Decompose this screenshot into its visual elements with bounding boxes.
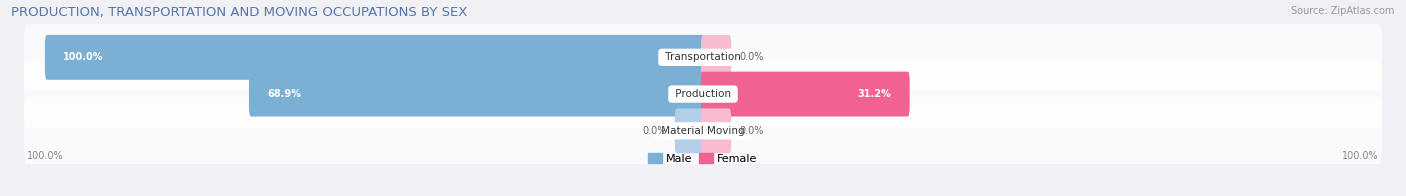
FancyBboxPatch shape	[702, 72, 910, 116]
Text: PRODUCTION, TRANSPORTATION AND MOVING OCCUPATIONS BY SEX: PRODUCTION, TRANSPORTATION AND MOVING OC…	[11, 6, 468, 19]
FancyBboxPatch shape	[45, 35, 704, 80]
FancyBboxPatch shape	[702, 35, 731, 80]
FancyBboxPatch shape	[675, 108, 704, 153]
Text: Material Moving: Material Moving	[658, 126, 748, 136]
FancyBboxPatch shape	[249, 72, 704, 116]
Text: 0.0%: 0.0%	[643, 126, 666, 136]
Text: 0.0%: 0.0%	[740, 52, 763, 62]
Text: 68.9%: 68.9%	[267, 89, 301, 99]
Text: 100.0%: 100.0%	[63, 52, 104, 62]
FancyBboxPatch shape	[24, 97, 1382, 164]
Text: Source: ZipAtlas.com: Source: ZipAtlas.com	[1291, 6, 1395, 16]
Legend: Male, Female: Male, Female	[644, 149, 762, 169]
Text: 0.0%: 0.0%	[740, 126, 763, 136]
Text: 100.0%: 100.0%	[27, 151, 63, 161]
Text: Transportation: Transportation	[662, 52, 744, 62]
FancyBboxPatch shape	[24, 61, 1382, 128]
FancyBboxPatch shape	[24, 24, 1382, 91]
FancyBboxPatch shape	[702, 108, 731, 153]
Text: 100.0%: 100.0%	[1343, 151, 1379, 161]
Text: Production: Production	[672, 89, 734, 99]
Text: 31.2%: 31.2%	[858, 89, 891, 99]
